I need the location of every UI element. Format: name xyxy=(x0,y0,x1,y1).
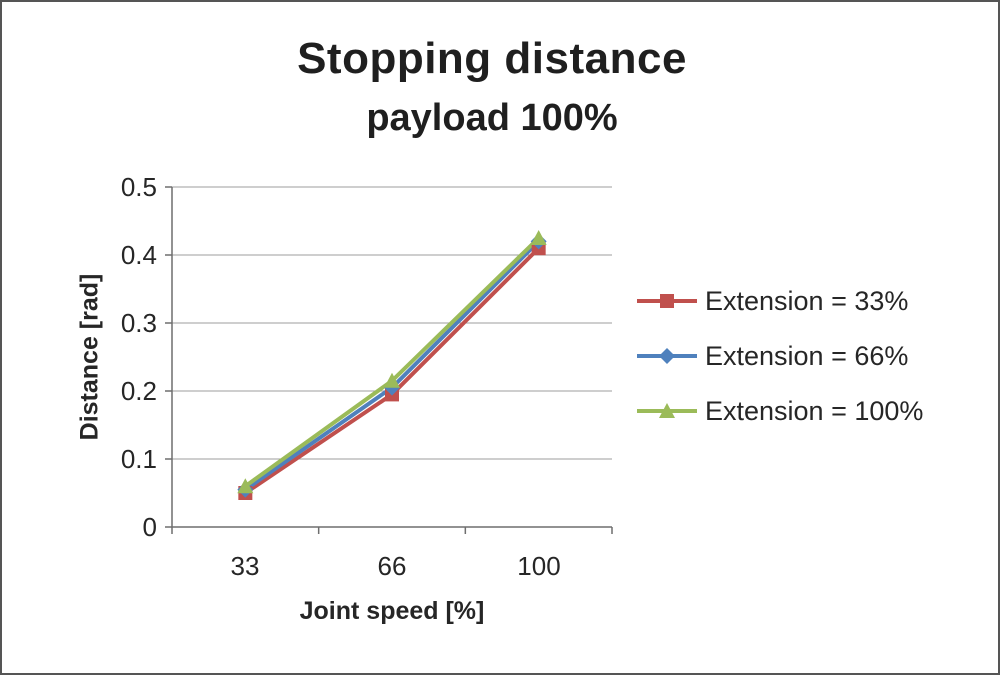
chart-title: Stopping distance xyxy=(297,34,687,83)
y-tick-label: 0.5 xyxy=(120,172,157,202)
legend-item: Extension = 33% xyxy=(635,282,995,320)
y-axis-title: Distance [rad] xyxy=(75,273,104,441)
x-tick-label: 100 xyxy=(517,551,561,581)
legend-key-icon xyxy=(637,348,697,364)
x-tick-label: 66 xyxy=(377,551,407,581)
x-axis-title: Joint speed [%] xyxy=(299,597,485,625)
legend: Extension = 33% Extension = 66% Extensio… xyxy=(635,282,995,447)
y-tick-label: 0 xyxy=(142,512,157,542)
y-tick-label: 0.4 xyxy=(120,240,157,270)
y-tick-label: 0.3 xyxy=(120,308,157,338)
legend-key-icon xyxy=(637,294,697,308)
y-tick-label: 0.2 xyxy=(120,376,157,406)
legend-label: Extension = 33% xyxy=(705,285,909,316)
legend-label: Extension = 100% xyxy=(705,395,924,426)
legend-key-icon xyxy=(637,403,697,418)
legend-item: Extension = 100% xyxy=(635,392,995,430)
legend-label: Extension = 66% xyxy=(705,340,909,371)
chart-subtitle: payload 100% xyxy=(366,97,618,139)
x-tick-label: 33 xyxy=(230,551,260,581)
legend-item: Extension = 66% xyxy=(635,337,995,375)
y-tick-label: 0.1 xyxy=(120,444,157,474)
